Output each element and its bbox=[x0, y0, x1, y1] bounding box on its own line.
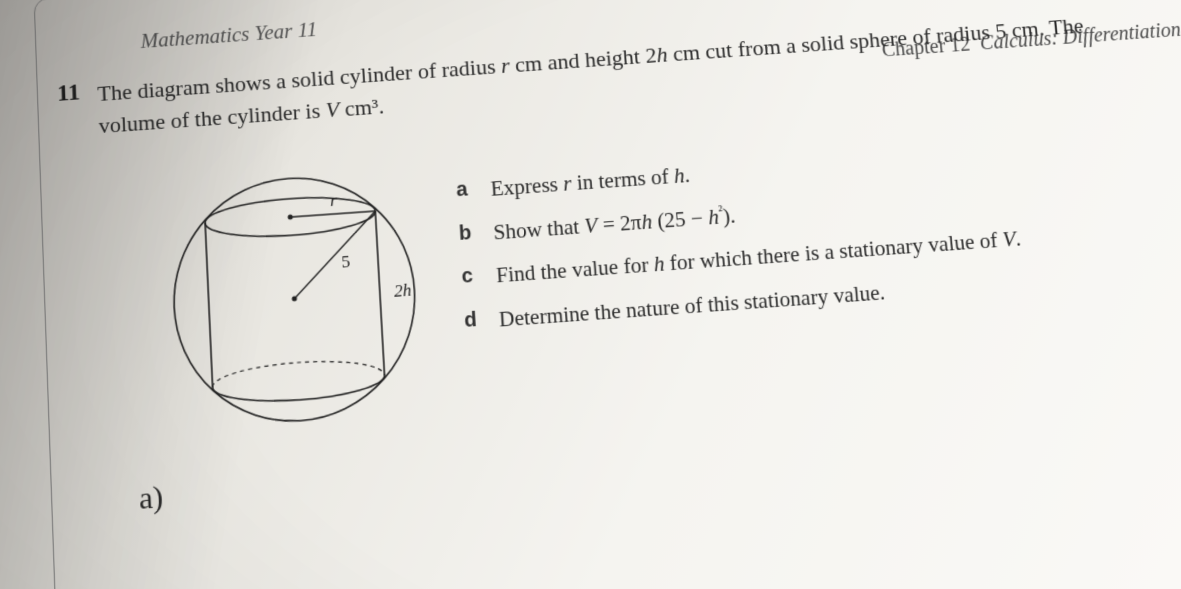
var-V: V bbox=[325, 96, 340, 122]
page: Mathematics Year 11 Chapter 12 Calculus:… bbox=[0, 0, 1181, 589]
handwritten-a: a) bbox=[138, 480, 164, 517]
part-letter: b bbox=[458, 216, 495, 252]
text: Find the value for bbox=[495, 252, 654, 288]
part-text: Show that V = 2πh (25 − h²). bbox=[492, 199, 736, 249]
stem-text: cm cut from a solid sphere of radius 5 c… bbox=[667, 13, 1085, 67]
text: = 2π bbox=[597, 209, 643, 236]
part-letter: a bbox=[455, 173, 491, 208]
svg-text:5: 5 bbox=[341, 252, 351, 272]
text: Express bbox=[490, 172, 564, 201]
stem-unit: cm³. bbox=[338, 93, 384, 121]
stem-text: cm and height 2 bbox=[509, 42, 658, 77]
diagram: r 5 2h bbox=[151, 152, 440, 448]
text: for which there is a stationary value of bbox=[663, 227, 1003, 275]
text: (25 − bbox=[651, 205, 709, 233]
part-letter: d bbox=[463, 303, 500, 339]
svg-text:r: r bbox=[330, 190, 338, 210]
text: . bbox=[683, 163, 690, 188]
question-number: 11 bbox=[57, 79, 81, 108]
part-text: Express r in terms of h. bbox=[490, 159, 691, 206]
text: . bbox=[1014, 226, 1022, 251]
text: ). bbox=[722, 203, 736, 228]
book-title: Mathematics Year 11 bbox=[140, 17, 318, 54]
svg-text:2h: 2h bbox=[394, 280, 412, 301]
text: Show that bbox=[493, 213, 586, 244]
question-parts: a Express r in terms of h. b Show that V… bbox=[455, 123, 1181, 349]
text: in terms of bbox=[571, 164, 675, 195]
part-letter: c bbox=[461, 259, 498, 295]
diagram-svg: r 5 2h bbox=[151, 152, 440, 448]
